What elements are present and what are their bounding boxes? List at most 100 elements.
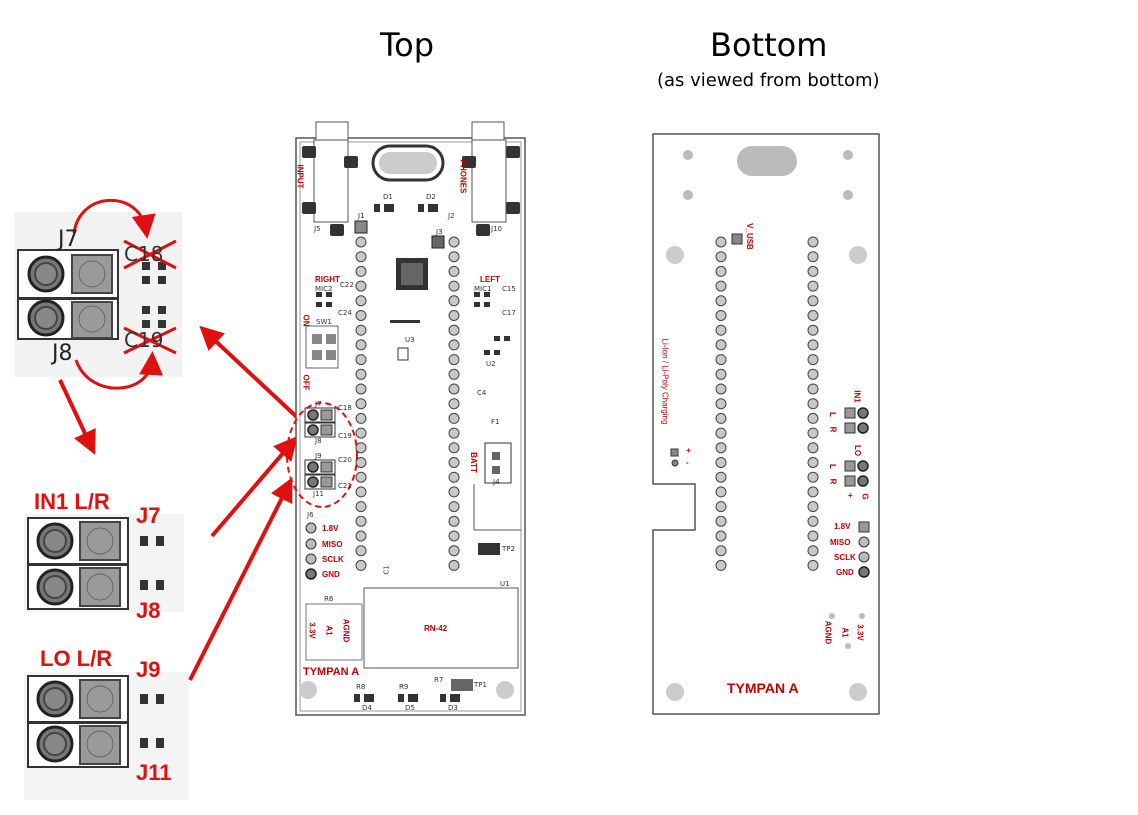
bottom-right-header-pin [807,427,819,439]
board-c19-label: C19 [338,432,352,440]
bottom-right-header-pin [807,545,819,557]
bottom-a1-label: A1 [840,627,850,638]
board-c20-label: C20 [338,456,352,464]
bottom-left-header-pin [715,515,727,527]
bottom-gnd-label: GND [836,568,854,577]
bottom-board [652,133,880,715]
zoom-j7-label: J7 [58,227,79,252]
bottom-lo-l-label: L [827,464,837,469]
bottom-right-header-pin [807,354,819,366]
top-brand-label: TYMPAN A [303,666,360,678]
zoom-panel-in1 [24,514,184,612]
r6-label: R6 [324,595,334,603]
bottom-right-header-pin [807,339,819,351]
bottom-left-header-pin [715,398,727,410]
top-j1-pin [355,427,367,439]
j6-label: J6 [307,511,314,519]
on-label: ON [301,314,311,327]
top-j1-pin [355,398,367,410]
left-mic-label: LEFT [480,275,500,284]
bottom-left-header-pin [715,251,727,263]
bottom-right-header-pin [807,383,819,395]
top-j1-pin [355,486,367,498]
u1-label: U1 [500,580,510,588]
bottom-left-header-pin [715,324,727,336]
d3-label: D3 [448,704,458,712]
bottom-left-header-pin [715,354,727,366]
top-j1-pin [355,295,367,307]
zoom-j8-label: J8 [52,341,73,366]
top-j1-pin [355,339,367,351]
zoom-c18-label: C18 [124,242,164,266]
bottom-left-header-pin [715,471,727,483]
top-j2-pin [448,398,460,410]
top-j2-pin [448,412,460,424]
bottom-left-header-pin [715,486,727,498]
zoom-panel-lo [24,672,189,800]
zoom-c19-label: C19 [124,328,164,352]
lo-j11-label: J11 [136,760,172,785]
top-j1-pin [355,501,367,513]
top-j2-pin [448,295,460,307]
r8-label: R8 [356,683,366,691]
top-j2-pin [448,486,460,498]
top-j2-pin [448,354,460,366]
bottom-right-header-pin [807,486,819,498]
u2-label: U2 [486,360,496,368]
top-j2-pin [448,251,460,263]
tp2-label: TP2 [502,545,515,553]
top-j1-pin [355,265,367,277]
c17-label: C17 [502,309,516,317]
top-j1-pin [355,530,367,542]
f1-label: F1 [491,418,500,426]
top-j2-pin [448,280,460,292]
top-j1-pin [355,310,367,321]
v-usb-label: V_USB [744,223,754,250]
arrow-from-lo [188,477,293,681]
bottom-right-header-pin [807,442,819,454]
bottom-left-header-pin [715,545,727,557]
bottom-left-header-pin [715,280,727,292]
bottom-right-header-pin [807,457,819,468]
board-j9-label: J9 [315,452,322,460]
top-j1-pin [355,515,367,527]
bottom-left-header-pin [715,310,727,321]
d2-label: D2 [426,193,436,201]
j3-label: J3 [436,228,443,236]
board-j7-label: J7 [315,400,322,408]
top-j1-pin [355,457,367,468]
r9-label: R9 [399,683,409,691]
bottom-right-header-pin [807,295,819,307]
bottom-right-header-pin [807,265,819,277]
bottom-right-header-pin [807,236,819,248]
top-j1-pin [355,251,367,263]
header-pin-columns [355,236,819,571]
c15-label: C15 [502,285,516,293]
j5-label: J5 [314,225,321,233]
lo-group-label: LO L/R [40,646,113,671]
bottom-view-title: Bottom [710,26,828,64]
top-j1-pin [355,354,367,366]
c4-label: C4 [477,389,487,397]
in1-group-label: IN1 L/R [34,489,110,514]
mic1-label: MIC1 [474,285,492,293]
bottom-in1-l-label: L [827,412,837,417]
bottom-sclk-label: SCLK [834,553,856,562]
bottom-right-header-pin [807,501,819,513]
bottom-left-header-pin [715,457,727,468]
arrow-to-zoom-top [199,325,302,422]
top-board [286,121,526,716]
bottom-right-header-pin [807,515,819,527]
bottom-left-header-pin [715,412,727,424]
c1-label: C1 [382,565,391,575]
arrow-from-in1 [210,435,298,538]
top-j2-pin [448,339,460,351]
bottom-agnd-label: AGND [823,620,833,645]
top-j2-pin [448,427,460,439]
bottom-left-header-pin [715,559,727,571]
bottom-right-header-pin [807,280,819,292]
j6-sclk-label: SCLK [322,555,344,564]
top-j1-pin [355,280,367,292]
zoom-panel-jumpers-j7-j8 [14,198,182,390]
